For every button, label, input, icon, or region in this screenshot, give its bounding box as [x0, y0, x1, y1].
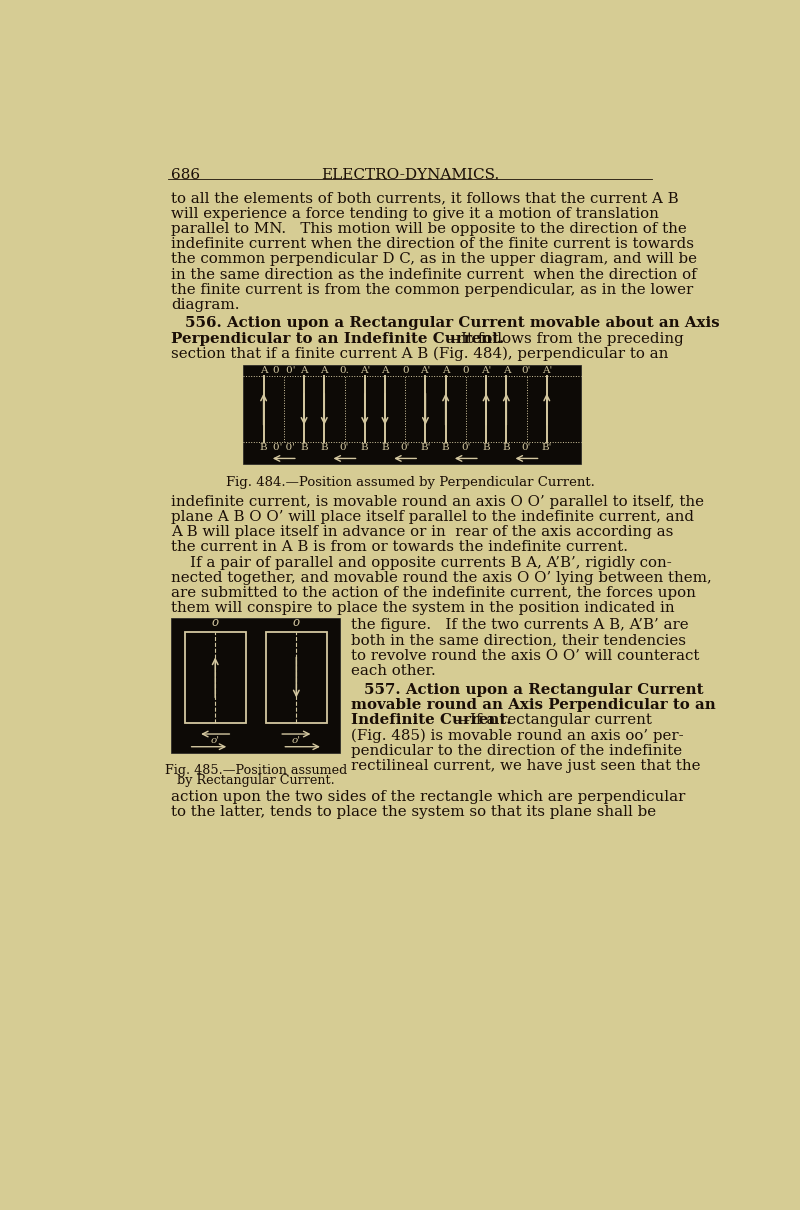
- Text: action upon the two sides of the rectangle which are perpendicular: action upon the two sides of the rectang…: [171, 790, 686, 803]
- Text: B: B: [361, 443, 369, 453]
- Text: A': A': [360, 367, 370, 375]
- Text: If a pair of parallel and opposite currents B A, A’B’, rigidly con-: If a pair of parallel and opposite curre…: [171, 555, 672, 570]
- Text: by Rectangular Current.: by Rectangular Current.: [177, 774, 334, 788]
- Text: the figure.   If the two currents A B, A’B’ are: the figure. If the two currents A B, A’B…: [351, 618, 689, 632]
- Text: section that if a finite current A B (Fig. 484), perpendicular to an: section that if a finite current A B (Fi…: [171, 347, 669, 362]
- Text: B': B': [542, 443, 552, 453]
- Text: o: o: [293, 616, 300, 629]
- Text: to the latter, tends to place the system so that its plane shall be: to the latter, tends to place the system…: [171, 805, 657, 819]
- Text: B: B: [300, 443, 308, 453]
- Text: are submitted to the action of the indefinite current, the forces upon: are submitted to the action of the indef…: [171, 586, 696, 600]
- Bar: [266, 632, 326, 724]
- Text: in the same direction as the indefinite current  when the direction of: in the same direction as the indefinite …: [171, 267, 697, 282]
- Text: 556. Action upon a Rectangular Current movable about an Axis: 556. Action upon a Rectangular Current m…: [186, 317, 720, 330]
- Text: parallel to MN.   This motion will be opposite to the direction of the: parallel to MN. This motion will be oppo…: [171, 221, 687, 236]
- Text: Fig. 484.—Position assumed by Perpendicular Current.: Fig. 484.—Position assumed by Perpendicu…: [226, 477, 594, 489]
- Text: them will conspire to place the system in the position indicated in: them will conspire to place the system i…: [171, 601, 675, 616]
- Text: A: A: [260, 367, 267, 375]
- Text: o: o: [212, 616, 218, 629]
- Text: A: A: [300, 367, 308, 375]
- Text: o': o': [292, 736, 301, 744]
- Text: indefinite current, is movable round an axis O O’ parallel to itself, the: indefinite current, is movable round an …: [171, 495, 704, 508]
- Text: A': A': [420, 367, 430, 375]
- Text: A: A: [442, 367, 450, 375]
- Text: nected together, and movable round the axis O O’ lying between them,: nected together, and movable round the a…: [171, 571, 712, 584]
- Text: B: B: [502, 443, 510, 453]
- Text: Fig. 485.—Position assumed: Fig. 485.—Position assumed: [165, 764, 347, 777]
- Text: 0': 0': [522, 443, 531, 453]
- Text: 0': 0': [401, 443, 410, 453]
- Text: will experience a force tending to give it a motion of translation: will experience a force tending to give …: [171, 207, 659, 220]
- Text: A': A': [481, 367, 491, 375]
- Text: B': B': [420, 443, 430, 453]
- Text: A: A: [321, 367, 328, 375]
- Text: B: B: [321, 443, 328, 453]
- Text: both in the same direction, their tendencies: both in the same direction, their tenden…: [351, 633, 686, 647]
- Text: 0': 0': [522, 367, 531, 375]
- Text: ELECTRO-DYNAMICS.: ELECTRO-DYNAMICS.: [321, 168, 499, 183]
- Text: Perpendicular to an Indefinite Current.: Perpendicular to an Indefinite Current.: [171, 332, 505, 346]
- Text: rectilineal current, we have just seen that the: rectilineal current, we have just seen t…: [351, 759, 701, 773]
- Text: (Fig. 485) is movable round an axis oo’ per-: (Fig. 485) is movable round an axis oo’ …: [351, 728, 684, 743]
- Text: to revolve round the axis O O’ will counteract: to revolve round the axis O O’ will coun…: [351, 649, 699, 663]
- Text: A: A: [502, 367, 510, 375]
- Text: each other.: each other.: [351, 664, 436, 678]
- Text: Indefinite Current.: Indefinite Current.: [351, 714, 512, 727]
- Text: the finite current is from the common perpendicular, as in the lower: the finite current is from the common pe…: [171, 283, 694, 296]
- Text: B: B: [482, 443, 490, 453]
- Text: 0': 0': [461, 443, 470, 453]
- Text: o': o': [210, 736, 220, 744]
- Text: A: A: [382, 367, 389, 375]
- Text: indefinite current when the direction of the finite current is towards: indefinite current when the direction of…: [171, 237, 694, 252]
- Text: to all the elements of both currents, it follows that the current A B: to all the elements of both currents, it…: [171, 191, 679, 206]
- Text: B: B: [381, 443, 389, 453]
- Text: 557. Action upon a Rectangular Current: 557. Action upon a Rectangular Current: [363, 682, 703, 697]
- Text: 0': 0': [340, 443, 350, 453]
- Text: —It follows from the preceding: —It follows from the preceding: [446, 332, 684, 346]
- Text: 0  0': 0 0': [273, 367, 295, 375]
- Text: 0: 0: [402, 367, 409, 375]
- Text: 686: 686: [171, 168, 201, 183]
- Text: 0: 0: [462, 367, 469, 375]
- Text: the current in A B is from or towards the indefinite current.: the current in A B is from or towards th…: [171, 541, 628, 554]
- Text: 0.: 0.: [339, 367, 350, 375]
- Text: the common perpendicular D C, as in the upper diagram, and will be: the common perpendicular D C, as in the …: [171, 253, 698, 266]
- Text: B: B: [260, 443, 267, 453]
- Bar: [243, 365, 581, 463]
- Text: A': A': [542, 367, 552, 375]
- Text: diagram.: diagram.: [171, 298, 240, 312]
- Text: plane A B O O’ will place itself parallel to the indefinite current, and: plane A B O O’ will place itself paralle…: [171, 509, 694, 524]
- Text: —If a rectangular current: —If a rectangular current: [455, 714, 652, 727]
- Text: A B will place itself in advance or in  rear of the axis according as: A B will place itself in advance or in r…: [171, 525, 674, 540]
- Bar: [185, 632, 246, 724]
- Text: pendicular to the direction of the indefinite: pendicular to the direction of the indef…: [351, 744, 682, 757]
- Text: B: B: [442, 443, 450, 453]
- Text: 0' 0': 0' 0': [273, 443, 295, 453]
- Text: movable round an Axis Perpendicular to an: movable round an Axis Perpendicular to a…: [351, 698, 716, 713]
- Bar: [171, 618, 340, 753]
